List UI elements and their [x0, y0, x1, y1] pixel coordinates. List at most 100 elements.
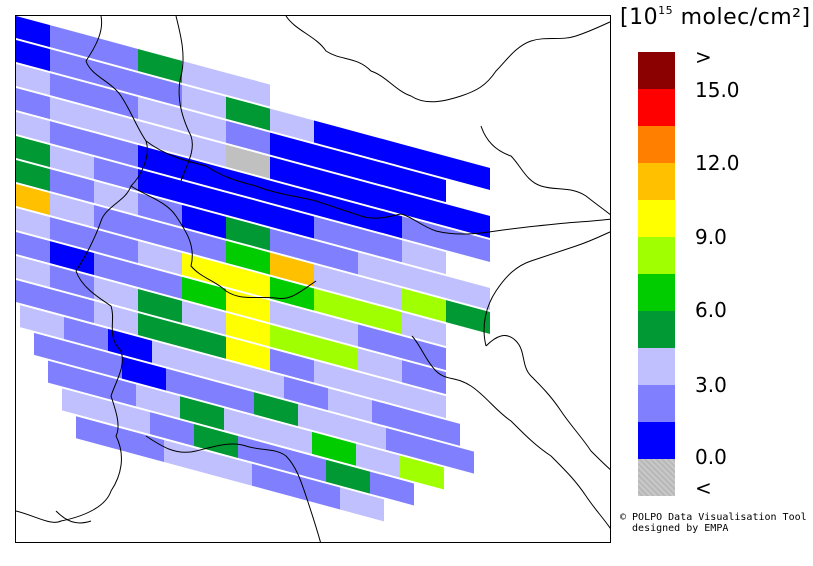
map-panel[interactable] — [15, 15, 611, 543]
satellite-pixel — [182, 324, 226, 359]
legend-swatch — [638, 89, 675, 126]
satellite-pixel — [446, 204, 490, 238]
satellite-pixel — [252, 463, 296, 498]
satellite-pixel — [182, 252, 226, 287]
satellite-pixel — [226, 96, 270, 131]
satellite-pixel — [150, 412, 194, 447]
satellite-pixel — [370, 471, 414, 506]
satellite-pixel — [16, 160, 50, 192]
satellite-pixel — [92, 372, 136, 407]
satellite-pixel — [282, 447, 326, 482]
satellite-pixel — [358, 252, 402, 287]
satellite-pixel — [94, 229, 138, 263]
legend-swatch — [638, 274, 675, 311]
legend-tick-label: 6.0 — [695, 298, 727, 322]
satellite-pixel — [446, 300, 490, 334]
satellite-pixel — [314, 192, 358, 227]
satellite-pixel — [312, 431, 356, 466]
satellite-pixel — [226, 216, 270, 251]
satellite-pixel — [314, 144, 358, 179]
border-line — [400, 213, 610, 235]
border-line — [16, 16, 148, 523]
satellite-pixel — [402, 288, 446, 323]
legend-swatch — [638, 52, 675, 89]
satellite-pixel — [358, 324, 402, 359]
legend-swatch — [638, 348, 675, 385]
satellite-pixel — [16, 112, 50, 144]
legend-tick-label: 15.0 — [695, 78, 740, 102]
satellite-pixel — [314, 264, 358, 299]
legend-swatch — [638, 459, 675, 496]
satellite-pixel — [108, 328, 152, 363]
satellite-pixel — [16, 16, 50, 48]
satellite-pixel — [138, 240, 182, 275]
satellite-pixel — [358, 348, 402, 383]
satellite-pixel — [16, 208, 50, 240]
unit-exponent: 15 — [658, 4, 674, 17]
coastline — [485, 335, 610, 470]
satellite-pixel — [94, 301, 138, 335]
satellite-pixel — [182, 228, 226, 263]
border-line — [145, 140, 402, 219]
satellite-pixel — [210, 380, 254, 415]
satellite-pixel — [226, 72, 270, 107]
satellite-pixel — [138, 144, 182, 179]
border-line — [175, 16, 193, 182]
satellite-pixel — [446, 276, 490, 310]
border-line — [480, 125, 610, 216]
satellite-pixel — [138, 72, 182, 107]
satellite-pixel — [50, 193, 94, 228]
satellite-pixel — [94, 37, 138, 71]
satellite-pixel — [270, 348, 314, 383]
satellite-pixel — [106, 400, 150, 435]
satellite-pixel — [16, 184, 50, 216]
satellite-pixel — [138, 216, 182, 251]
credit-line-2: designed by EMPA — [620, 523, 729, 534]
satellite-pixel — [138, 192, 182, 227]
border-line — [130, 185, 317, 300]
satellite-pixel — [296, 475, 340, 510]
satellite-pixel — [358, 180, 402, 215]
satellite-pixel — [446, 156, 490, 190]
satellite-pixel — [138, 168, 182, 203]
satellite-pixel — [270, 180, 314, 215]
satellite-pixel — [314, 168, 358, 203]
unit-rest: molec/cm²] — [673, 5, 811, 30]
legend-swatch — [638, 385, 675, 422]
satellite-pixel — [182, 84, 226, 119]
satellite-pixel — [226, 192, 270, 227]
satellite-pixel — [208, 451, 252, 486]
satellite-pixel — [314, 312, 358, 347]
satellite-pixel — [182, 276, 226, 311]
satellite-pixel — [182, 132, 226, 167]
satellite-pixel — [254, 392, 298, 427]
coastline — [145, 435, 321, 542]
map-canvas — [16, 16, 610, 542]
legend-tick-label: 3.0 — [695, 373, 727, 397]
satellite-pixel — [138, 288, 182, 323]
satellite-pixel — [314, 216, 358, 251]
legend-swatch — [638, 126, 675, 163]
satellite-pixel — [94, 181, 138, 215]
satellite-pixel — [402, 168, 446, 203]
satellite-pixels — [16, 16, 490, 522]
satellite-pixel — [268, 420, 312, 454]
satellite-pixel — [120, 428, 164, 462]
satellite-pixel — [122, 356, 166, 391]
satellite-pixel — [182, 180, 226, 215]
satellite-pixel — [402, 360, 446, 395]
satellite-pixel — [270, 228, 314, 263]
satellite-pixel — [326, 459, 370, 494]
satellite-pixel — [136, 384, 180, 419]
satellite-pixel — [94, 277, 138, 311]
coastlines-borders — [16, 16, 610, 542]
satellite-pixel — [446, 228, 490, 262]
border-line — [285, 16, 610, 103]
satellite-pixel — [64, 316, 108, 351]
satellite-pixel — [62, 388, 106, 423]
legend-tick-label: 0.0 — [695, 445, 727, 469]
satellite-pixel — [358, 156, 402, 191]
satellite-pixel — [314, 288, 358, 323]
satellite-pixel — [194, 424, 238, 458]
satellite-pixel — [400, 455, 444, 490]
